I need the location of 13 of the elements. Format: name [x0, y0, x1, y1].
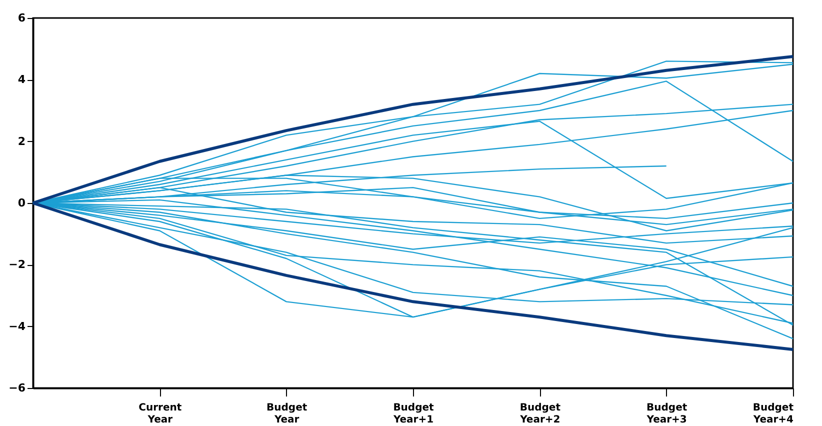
y-tick-label: 6 — [18, 12, 26, 24]
x-tick-label: Budget Year+1 — [392, 402, 434, 426]
y-tick-label: −6 — [8, 382, 26, 394]
y-tick-label: 4 — [18, 73, 26, 86]
x-tick-label: Budget Year+4 — [752, 402, 794, 426]
y-tick-label: −2 — [8, 258, 26, 272]
x-tick-label: Current Year — [138, 402, 182, 426]
y-tick-label: 0 — [18, 196, 26, 210]
x-tick-label: Budget Year+3 — [646, 402, 688, 426]
y-tick-label: −4 — [8, 320, 26, 333]
x-tick-label: Budget Year — [266, 402, 308, 426]
y-tick-label: 2 — [18, 134, 26, 148]
x-tick-label: Budget Year+2 — [519, 402, 561, 426]
